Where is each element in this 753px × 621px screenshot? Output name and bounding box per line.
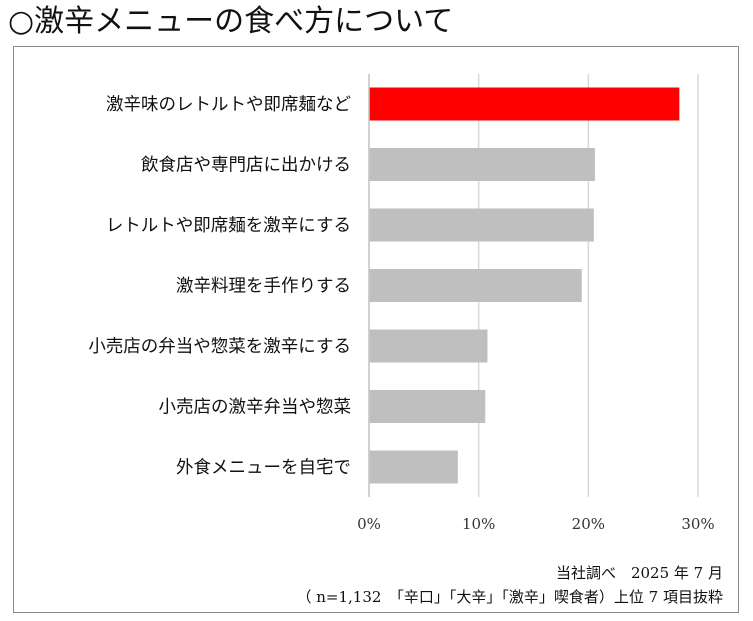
x-tick-label: 0% <box>357 515 381 533</box>
x-tick-label: 30% <box>681 515 714 533</box>
category-label: 小売店の激辛弁当や惣菜 <box>159 398 352 418</box>
bar <box>369 87 680 121</box>
x-tick-label: 10% <box>462 515 495 533</box>
category-label: 飲食店や専門店に出かける <box>141 156 351 176</box>
source-credit: 当社調べ 2025 年 7 月 <box>555 564 723 582</box>
bar <box>369 269 582 302</box>
category-label: 激辛料理を手作りする <box>176 277 351 297</box>
page-title: ○激辛メニューの食べ方について <box>8 4 454 39</box>
bar <box>369 208 594 242</box>
category-label: レトルトや即席麺を激辛にする <box>106 216 351 236</box>
bar <box>369 148 595 181</box>
category-label: 激辛味のレトルトや即席麺など <box>106 95 351 115</box>
x-tick-label: 20% <box>572 515 605 533</box>
category-label: 小売店の弁当や惣菜を激辛にする <box>88 337 351 357</box>
chart-frame <box>13 46 739 613</box>
bar <box>369 329 488 363</box>
sample-note: （ n=1,132 「辛口」「大辛」「激辛」喫食者）上位 7 項目抜粋 <box>296 588 723 606</box>
bar <box>369 390 486 423</box>
category-label: 外食メニューを自宅で <box>176 458 351 478</box>
bar <box>369 450 458 484</box>
